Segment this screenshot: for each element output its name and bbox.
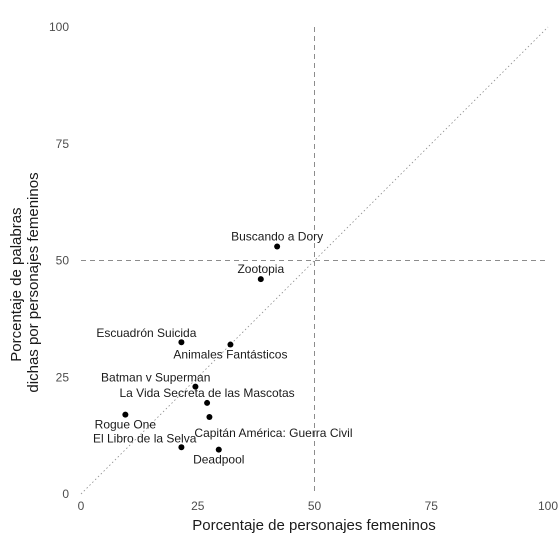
data-point [204,399,211,406]
data-label: El Libro de la Selva [93,431,197,445]
data-point [215,446,222,453]
data-label: Animales Fantásticos [173,348,287,362]
data-point [227,341,234,348]
x-tick-label: 50 [308,499,322,513]
data-labels: Buscando a Dory Zootopia Escuadrón Suicida… [93,229,352,466]
data-label: Capitán América: Guerra Civil [194,426,352,440]
y-tick-label: 100 [49,20,69,34]
y-tick-label: 0 [62,487,69,501]
x-tick-label: 75 [425,499,439,513]
x-axis-title: Porcentaje de personajes femeninos [192,517,436,534]
data-label: Rogue One [95,418,157,432]
y-axis-title: Porcentaje de palabras dichas por person… [8,172,42,392]
data-point [178,444,185,451]
data-label: Escuadrón Suicida [96,326,196,340]
data-point [192,383,199,390]
data-label: La Vida Secreta de las Mascotas [119,386,294,400]
data-points [122,243,281,453]
axis-ticks: 0 25 50 75 100 0 25 50 75 100 [49,20,558,513]
data-point [206,413,213,420]
data-point [178,339,185,346]
x-tick-label: 100 [538,499,558,513]
data-point [274,243,281,250]
y-axis-title-line-1: Porcentaje de palabras [8,207,25,361]
y-tick-label: 50 [56,254,70,268]
data-label: Zootopia [237,262,284,276]
y-axis-title-line-2: dichas por personajes femeninos [25,172,42,392]
x-tick-label: 0 [78,499,85,513]
data-label: Deadpool [193,453,244,467]
data-label: Buscando a Dory [231,229,323,243]
y-tick-label: 25 [56,370,70,384]
data-point [122,411,129,418]
reference-lines [80,26,549,495]
x-tick-label: 25 [191,499,205,513]
data-label: Batman v Superman [101,371,210,385]
y-tick-label: 75 [56,137,70,151]
data-point [257,276,264,283]
